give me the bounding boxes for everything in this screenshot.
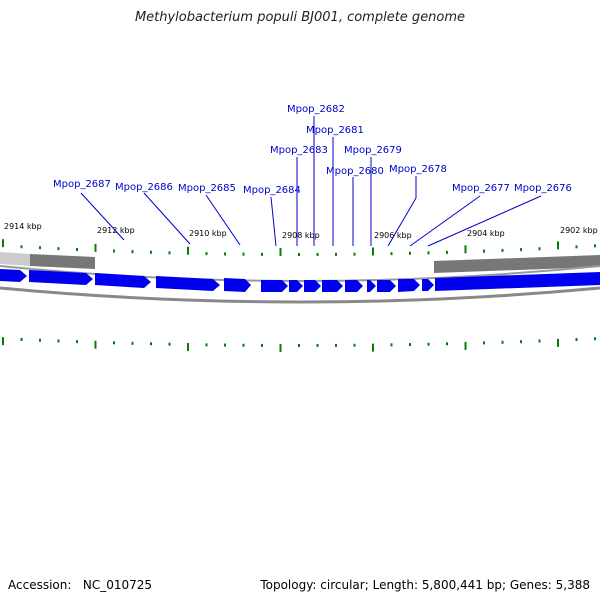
topology-label: Topology: bbox=[260, 578, 317, 592]
gene-arrow[interactable] bbox=[29, 270, 93, 285]
kbp-label-2914: 2914 kbp bbox=[4, 222, 42, 231]
gene-arrow[interactable] bbox=[322, 280, 343, 292]
kbp-label-2908: 2908 kbp bbox=[282, 231, 320, 240]
gene-arrow[interactable] bbox=[95, 273, 151, 288]
kbp-label-2910: 2910 kbp bbox=[189, 229, 227, 238]
gene-label-2679[interactable]: Mpop_2679 bbox=[344, 145, 402, 156]
outer-feature-left-light bbox=[0, 252, 30, 266]
kbp-label-2906: 2906 kbp bbox=[374, 231, 412, 240]
gene-label-2684[interactable]: Mpop_2684 bbox=[243, 185, 301, 196]
gene-arrow[interactable] bbox=[0, 269, 27, 282]
kbp-label-2902: 2902 kbp bbox=[560, 226, 598, 235]
kbp-ticks-inner bbox=[2, 337, 596, 352]
gene-label-2677[interactable]: Mpop_2677 bbox=[452, 183, 510, 194]
genes-value: 5,388 bbox=[555, 578, 590, 592]
map-title: Methylobacterium populi BJ001, complete … bbox=[134, 10, 466, 25]
topology-value: circular bbox=[320, 578, 365, 592]
gene-label-2682[interactable]: Mpop_2682 bbox=[287, 104, 345, 115]
gene-label-2676[interactable]: Mpop_2676 bbox=[514, 183, 572, 194]
length-label: Length: bbox=[372, 578, 419, 592]
genes-label: Genes: bbox=[509, 578, 552, 592]
gene-arrow[interactable] bbox=[304, 280, 321, 292]
gene-label-2681[interactable]: Mpop_2681 bbox=[306, 125, 364, 136]
gene-label-2683[interactable]: Mpop_2683 bbox=[270, 145, 328, 156]
gene-label-2687[interactable]: Mpop_2687 bbox=[53, 179, 111, 190]
outer-feature-right bbox=[434, 255, 600, 273]
gene-label-2680[interactable]: Mpop_2680 bbox=[326, 166, 384, 177]
gene-arrow[interactable] bbox=[261, 280, 288, 292]
kbp-labels: 2914 kbp 2912 kbp 2910 kbp 2908 kbp 2906… bbox=[4, 222, 598, 240]
gene-arrow[interactable] bbox=[156, 276, 220, 291]
gene-label-2686[interactable]: Mpop_2686 bbox=[115, 182, 173, 193]
footer-summary: Topology: circular; Length: 5,800,441 bp… bbox=[260, 578, 590, 592]
accession-label: Accession: bbox=[8, 578, 72, 592]
gene-arrow[interactable] bbox=[224, 278, 251, 292]
gene-label-leaders bbox=[80, 116, 542, 247]
gene-arrow[interactable] bbox=[398, 279, 420, 292]
accession-value: NC_010725 bbox=[82, 578, 153, 592]
gene-arrow[interactable] bbox=[367, 280, 376, 292]
kbp-label-2904: 2904 kbp bbox=[467, 229, 505, 238]
gene-label-2685[interactable]: Mpop_2685 bbox=[178, 183, 236, 194]
gene-arrow[interactable] bbox=[345, 280, 363, 292]
gene-label-2678[interactable]: Mpop_2678 bbox=[389, 164, 447, 175]
gene-arrow[interactable] bbox=[435, 272, 600, 291]
length-value: 5,800,441 bp bbox=[421, 578, 502, 592]
footer-accession: Accession: NC_010725 bbox=[8, 578, 152, 592]
gene-arrow[interactable] bbox=[422, 279, 434, 291]
backbone-inner bbox=[0, 286, 600, 304]
outer-feature-left bbox=[30, 254, 95, 269]
gene-arrow[interactable] bbox=[289, 280, 303, 292]
gene-labels: Mpop_2687 Mpop_2686 Mpop_2685 Mpop_2684 … bbox=[53, 104, 572, 196]
kbp-ticks-outer bbox=[2, 239, 596, 256]
gene-arrow[interactable] bbox=[377, 280, 396, 292]
gene-arrows bbox=[0, 269, 600, 292]
